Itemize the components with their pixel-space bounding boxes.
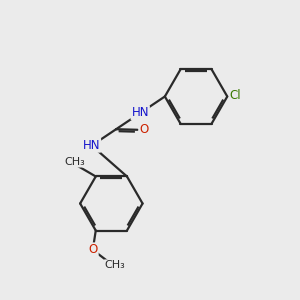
Text: HN: HN <box>83 139 100 152</box>
Text: HN: HN <box>131 106 149 119</box>
Text: Cl: Cl <box>230 89 242 102</box>
Text: CH₃: CH₃ <box>105 260 125 270</box>
Text: CH₃: CH₃ <box>64 157 85 166</box>
Text: O: O <box>88 243 98 256</box>
Text: O: O <box>140 123 149 136</box>
